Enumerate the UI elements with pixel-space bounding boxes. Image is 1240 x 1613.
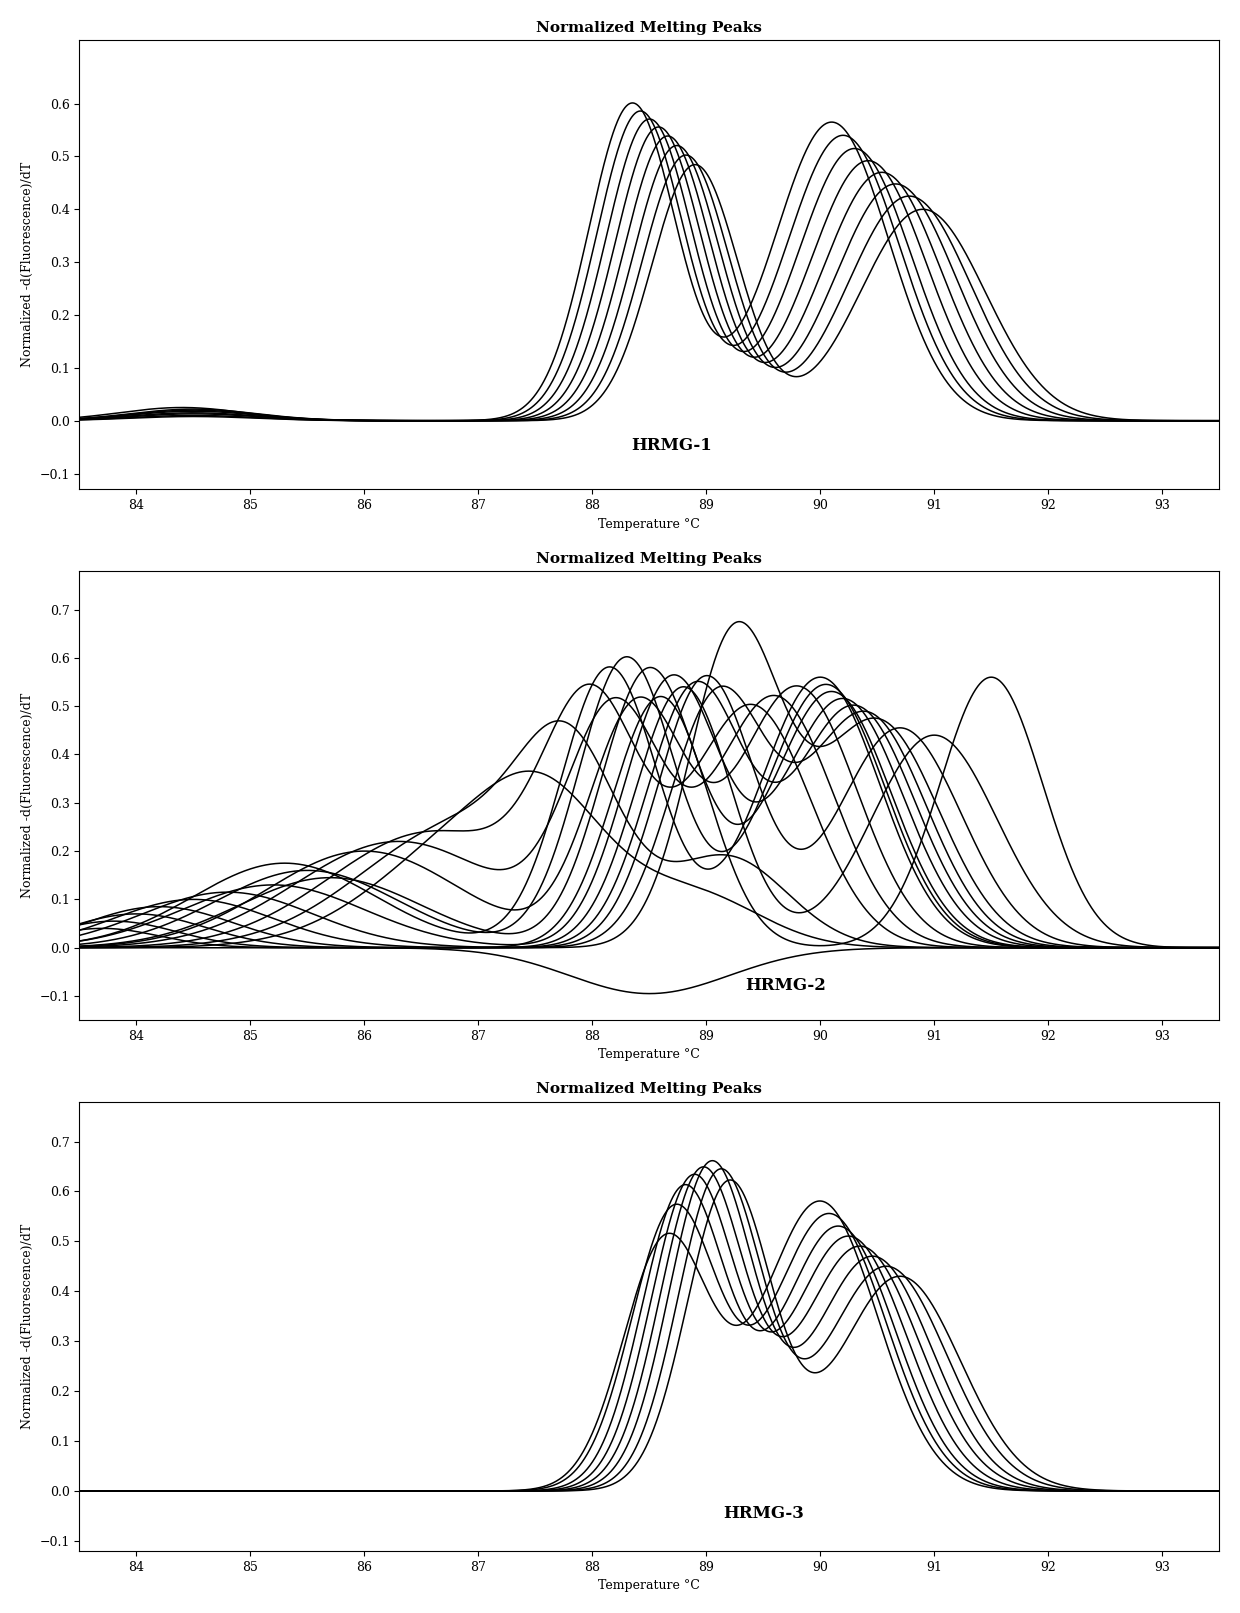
X-axis label: Temperature °C: Temperature °C bbox=[599, 1048, 701, 1061]
Y-axis label: Normalized -d(Fluorescence)/dT: Normalized -d(Fluorescence)/dT bbox=[21, 1224, 33, 1429]
Y-axis label: Normalized -d(Fluorescence)/dT: Normalized -d(Fluorescence)/dT bbox=[21, 163, 33, 368]
Y-axis label: Normalized -d(Fluorescence)/dT: Normalized -d(Fluorescence)/dT bbox=[21, 694, 33, 898]
Text: HRMG-2: HRMG-2 bbox=[745, 977, 827, 994]
Text: HRMG-3: HRMG-3 bbox=[723, 1505, 804, 1523]
Title: Normalized Melting Peaks: Normalized Melting Peaks bbox=[537, 1082, 763, 1097]
Title: Normalized Melting Peaks: Normalized Melting Peaks bbox=[537, 21, 763, 35]
Text: HRMG-1: HRMG-1 bbox=[631, 437, 713, 453]
X-axis label: Temperature °C: Temperature °C bbox=[599, 518, 701, 531]
Title: Normalized Melting Peaks: Normalized Melting Peaks bbox=[537, 552, 763, 566]
X-axis label: Temperature °C: Temperature °C bbox=[599, 1579, 701, 1592]
